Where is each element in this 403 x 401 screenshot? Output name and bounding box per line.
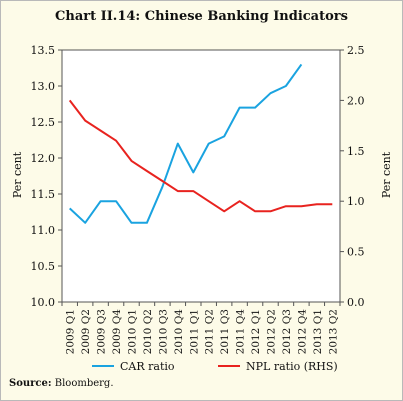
series-layer (68, 63, 333, 224)
x-tick-label: 2011 Q3 (219, 309, 231, 354)
npl-ratio-line (68, 99, 333, 213)
left-y-axis: 10.0 10.5 11.0 11.5 12.0 12.5 13.0 13.5 (31, 44, 62, 309)
x-tick-label: 2012 Q1 (250, 309, 262, 354)
x-tick-label: 2010 Q4 (173, 309, 185, 355)
x-tick-label: 2011 Q1 (188, 309, 200, 354)
plot-area (61, 49, 341, 303)
x-tick-label: 2012 Q4 (296, 309, 308, 355)
source-label: Source: (9, 378, 52, 389)
source-note: Source: Bloomberg. (9, 378, 114, 389)
x-tick-label: 2012 Q3 (281, 309, 293, 354)
left-y-tick-label: 13.5 (31, 44, 56, 57)
source-text: Bloomberg. (51, 378, 114, 389)
x-tick-label: 2010 Q1 (127, 309, 139, 354)
x-tick-label: 2013 Q1 (312, 309, 324, 354)
left-y-tick-label: 10.5 (31, 260, 56, 273)
left-y-tick-label: 13.0 (31, 80, 56, 93)
x-tick-label: 2012 Q2 (266, 309, 278, 354)
chart-title: Chart II.14: Chinese Banking Indicators (55, 9, 348, 24)
x-tick-label: 2011 Q2 (204, 309, 216, 354)
right-y-tick-label: 1.0 (347, 195, 365, 208)
left-y-tick-label: 10.0 (31, 296, 56, 309)
right-y-tick-label: 0.0 (347, 296, 365, 309)
right-y-tick-label: 2.0 (347, 94, 365, 107)
x-tick-label: 2013 Q2 (327, 309, 339, 354)
x-tick-label: 2009 Q3 (96, 309, 108, 354)
left-y-tick-label: 12.0 (31, 152, 56, 165)
left-y-tick-label: 11.5 (31, 188, 56, 201)
legend-label-car: CAR ratio (120, 360, 175, 373)
legend: CAR ratio NPL ratio (RHS) (92, 360, 338, 373)
x-tick-label: 2009 Q2 (80, 309, 92, 354)
x-tick-label: 2011 Q4 (235, 309, 247, 355)
plot-background (61, 49, 341, 303)
left-y-tick-label: 11.0 (31, 224, 56, 237)
right-y-tick-label: 0.5 (347, 246, 365, 259)
left-axis-label: Per cent (11, 151, 24, 198)
legend-label-npl: NPL ratio (RHS) (246, 360, 338, 373)
x-tick-label: 2009 Q4 (111, 309, 123, 355)
right-y-axis: 0.0 0.5 1.0 1.5 2.0 2.5 (340, 44, 365, 309)
car-ratio-line (69, 63, 303, 224)
right-axis-label: Per cent (380, 151, 393, 198)
x-axis: 2009 Q1 2009 Q2 2009 Q3 2009 Q4 2010 Q1 2010 … (61, 302, 341, 355)
left-y-tick-label: 12.5 (31, 116, 56, 129)
right-y-tick-label: 1.5 (347, 145, 365, 158)
x-tick-label: 2010 Q2 (142, 309, 154, 354)
x-tick-label: 2009 Q1 (65, 309, 77, 354)
right-y-tick-label: 2.5 (347, 44, 365, 57)
x-tick-label: 2010 Q3 (157, 309, 169, 354)
